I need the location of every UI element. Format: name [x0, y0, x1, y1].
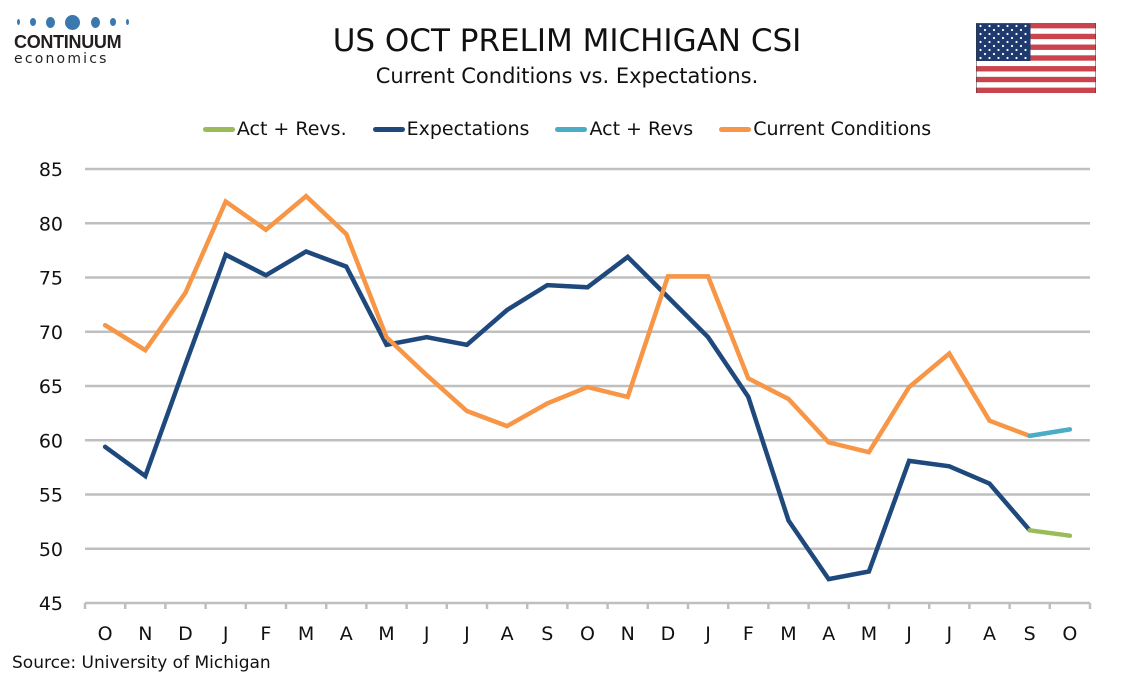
- x-tick-label: A: [501, 623, 514, 645]
- y-axis-ticks: 45 50 55 60 65 70 75 80 85: [39, 159, 63, 615]
- legend-item-act-revs-green: Act + Revs.: [202, 118, 347, 140]
- legend-item-current-conditions: Current Conditions: [719, 118, 931, 140]
- x-tick-label: J: [905, 623, 912, 645]
- series-line-expectations: [102, 249, 1032, 582]
- x-tick-label: O: [98, 623, 113, 645]
- logo-sub: economics: [14, 51, 109, 67]
- y-tick-label: 70: [39, 322, 63, 344]
- series-line-current-conditions: [102, 193, 1032, 455]
- x-tick-label: M: [378, 623, 394, 645]
- legend-swatch: [202, 126, 235, 132]
- series-lines: [102, 193, 1073, 582]
- legend-swatch: [719, 126, 752, 132]
- x-tick-label: A: [822, 623, 835, 645]
- legend-label: Act + Revs: [589, 118, 694, 140]
- y-tick-label: 75: [39, 268, 63, 290]
- x-tick-label: N: [138, 623, 152, 645]
- x-tick-label: S: [1024, 623, 1036, 645]
- chart-title: US OCT PRELIM MICHIGAN CSI: [332, 23, 802, 59]
- legend-label: Act + Revs.: [236, 118, 347, 140]
- y-tick-label: 50: [39, 539, 63, 561]
- legend-label: Expectations: [406, 118, 530, 140]
- x-tick-label: S: [541, 623, 553, 645]
- legend-swatch: [372, 126, 405, 132]
- x-tick-label: M: [861, 623, 877, 645]
- logo-name: CONTINUUM: [14, 32, 122, 52]
- y-tick-label: 80: [39, 213, 63, 235]
- legend-item-act-revs-blue: Act + Revs: [555, 118, 693, 140]
- x-tick-label: F: [260, 623, 271, 645]
- x-tick-label: D: [178, 623, 193, 645]
- x-tick-label: A: [340, 623, 353, 645]
- x-tick-label: N: [621, 623, 635, 645]
- x-tick-label: M: [298, 623, 314, 645]
- x-tick-label: J: [463, 623, 470, 645]
- x-tick-label: A: [983, 623, 996, 645]
- chart-legend: Act + Revs. Expectations Act + Revs Curr…: [0, 118, 1134, 140]
- x-tick-label: M: [780, 623, 796, 645]
- us-flag-icon: [976, 23, 1096, 93]
- series-line-act-revs-green: [1027, 528, 1073, 538]
- legend-swatch: [555, 126, 588, 132]
- y-tick-label: 85: [39, 159, 63, 181]
- y-tick-label: 60: [39, 430, 63, 452]
- x-tick-label: J: [423, 623, 430, 645]
- source-note: Source: University of Michigan: [12, 653, 271, 673]
- x-tick-label: O: [1062, 623, 1077, 645]
- y-tick-label: 55: [39, 485, 63, 507]
- x-tick-label: J: [222, 623, 229, 645]
- series-line-act-revs-blue: [1027, 427, 1073, 439]
- x-tick-label: D: [661, 623, 676, 645]
- chart-subtitle: Current Conditions vs. Expectations.: [375, 64, 759, 88]
- x-tick-label: J: [945, 623, 952, 645]
- x-tick-label: J: [704, 623, 711, 645]
- y-tick-label: 65: [39, 376, 63, 398]
- logo-dots-icon: [17, 14, 129, 30]
- legend-label: Current Conditions: [753, 118, 932, 140]
- continuum-economics-logo: CONTINUUM economics: [14, 14, 134, 67]
- x-tick-label: O: [580, 623, 595, 645]
- legend-item-expectations: Expectations: [372, 118, 530, 140]
- y-tick-label: 45: [39, 593, 63, 615]
- gridlines: [85, 167, 1090, 605]
- x-tick-label: F: [743, 623, 754, 645]
